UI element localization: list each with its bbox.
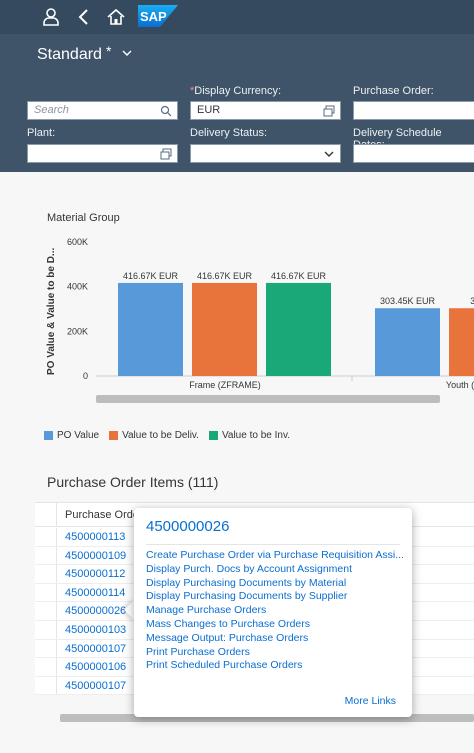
y-tick-label: 400K xyxy=(67,282,88,292)
bar-data-label: 416.67K EUR xyxy=(271,271,327,281)
y-axis-label: PO Value & Value to be D... xyxy=(46,248,57,375)
popover-link[interactable]: Mass Changes to Purchase Orders xyxy=(146,617,310,630)
popover-link[interactable]: Print Scheduled Purchase Orders xyxy=(146,659,303,672)
quick-view-popover: 4500000026 Create Purchase Order via Pur… xyxy=(134,508,412,717)
legend-label: Value to be Inv. xyxy=(221,430,290,441)
more-links-button[interactable]: More Links xyxy=(344,695,396,707)
purchase-order-link[interactable]: 4500000107 xyxy=(65,679,127,692)
home-icon[interactable] xyxy=(105,6,127,28)
plant-field[interactable] xyxy=(27,144,178,163)
value-help-icon[interactable] xyxy=(323,105,335,117)
row-select-cell[interactable] xyxy=(35,658,57,676)
delivery-status-select[interactable] xyxy=(190,144,341,163)
popover-link[interactable]: Display Purchasing Documents by Supplier xyxy=(146,590,348,603)
legend-label: Value to be Deliv. xyxy=(122,430,199,441)
y-tick-label: 600K xyxy=(67,237,88,247)
display-currency-label: *Display Currency: xyxy=(190,85,282,97)
legend-item[interactable]: Value to be Inv. xyxy=(208,430,290,441)
delivery-status-label: Delivery Status: xyxy=(190,127,268,139)
row-select-cell[interactable] xyxy=(35,565,57,583)
purchase-order-link[interactable]: 4500000026 xyxy=(65,605,127,618)
popover-title[interactable]: 4500000026 xyxy=(146,518,230,535)
variant-selector[interactable]: Standard * xyxy=(37,43,133,64)
shell-bar: SAP xyxy=(0,0,474,34)
popover-link[interactable]: Display Purch. Docs by Account Assignmen… xyxy=(146,562,353,575)
purchase-order-link[interactable]: 4500000112 xyxy=(65,568,126,581)
sap-logo-text: SAP xyxy=(140,9,167,24)
y-tick-label: 0 xyxy=(83,371,88,381)
row-select-cell[interactable] xyxy=(35,602,57,620)
chart-scrollbar[interactable] xyxy=(96,395,440,403)
legend-swatch xyxy=(208,431,218,440)
chart-bar xyxy=(192,282,257,376)
bar-data-label: 303.45K EUR xyxy=(380,296,436,306)
purchase-order-field[interactable] xyxy=(353,101,474,120)
chart-title: Material Group xyxy=(47,212,120,224)
delivery-schedule-dates-field[interactable] xyxy=(353,144,474,163)
legend-label: PO Value xyxy=(57,430,100,441)
popover-link[interactable]: Manage Purchase Orders xyxy=(146,604,267,617)
chart-bar xyxy=(375,308,440,376)
popover-link[interactable]: Display Purchasing Documents by Material xyxy=(146,576,347,589)
legend-swatch xyxy=(109,431,119,440)
value-help-icon[interactable] xyxy=(160,148,172,160)
purchase-order-link[interactable]: 4500000114 xyxy=(65,586,126,599)
popover-divider xyxy=(146,544,400,545)
plant-label: Plant: xyxy=(27,127,56,139)
chevron-down-icon[interactable] xyxy=(121,47,133,59)
y-tick-label: 200K xyxy=(67,326,88,336)
purchase-order-link[interactable]: 4500000103 xyxy=(65,624,127,636)
search-icon[interactable] xyxy=(160,105,172,117)
popover-link[interactable]: Message Output: Purchase Orders xyxy=(146,631,309,644)
display-currency-field[interactable]: EUR xyxy=(190,101,341,120)
popover-link[interactable]: Create Purchase Order via Purchase Requi… xyxy=(146,549,404,561)
column-header-purchase-order[interactable]: Purchase Order xyxy=(65,509,143,521)
table-title: Purchase Order Items (111) xyxy=(47,474,219,490)
bar-data-label: 303.4 xyxy=(470,296,474,306)
x-category-label: Frame (ZFRAME) xyxy=(189,380,261,390)
sap-logo[interactable]: SAP xyxy=(138,5,178,27)
chart-bar xyxy=(118,282,183,376)
chart-legend: PO Value Value to be Deliv. Value to be In… xyxy=(44,430,290,441)
variant-modified-marker: * xyxy=(105,43,112,59)
row-select-cell[interactable] xyxy=(35,583,57,602)
chevron-down-icon[interactable] xyxy=(323,148,335,160)
user-icon[interactable] xyxy=(40,6,62,28)
row-select-cell[interactable] xyxy=(35,546,57,565)
row-select-cell[interactable] xyxy=(35,621,57,639)
legend-item[interactable]: Value to be Deliv. xyxy=(109,430,199,441)
purchase-order-link[interactable]: 4500000113 xyxy=(65,531,126,543)
x-category-label: Youth ( xyxy=(446,380,474,390)
back-icon[interactable] xyxy=(73,6,95,28)
purchase-order-link[interactable]: 4500000106 xyxy=(65,661,127,674)
chart-bar xyxy=(449,308,474,376)
material-group-chart: PO Value & Value to be D... 600K 400K 200K 0… xyxy=(46,237,474,390)
chart-bar xyxy=(266,282,331,376)
popover-links: Create Purchase Order via Purchase Requi… xyxy=(146,549,404,673)
purchase-order-link[interactable]: 4500000109 xyxy=(65,549,127,562)
search-input[interactable]: Search xyxy=(27,101,178,120)
legend-item[interactable]: PO Value xyxy=(44,430,99,441)
row-select-cell[interactable] xyxy=(35,676,57,695)
variant-name: Standard xyxy=(37,46,102,63)
purchase-order-link[interactable]: 4500000107 xyxy=(65,642,127,655)
filter-bar: Standard * *Display Currency: Purchase O… xyxy=(0,34,474,172)
row-select-cell[interactable] xyxy=(35,528,57,546)
bar-data-label: 416.67K EUR xyxy=(123,271,179,281)
table-scrollbar[interactable] xyxy=(60,714,474,722)
purchase-order-label: Purchase Order: xyxy=(353,85,434,97)
select-all-cell[interactable] xyxy=(35,503,57,527)
popover-link[interactable]: Print Purchase Orders xyxy=(146,645,250,658)
legend-swatch xyxy=(44,431,53,440)
bar-data-label: 416.67K EUR xyxy=(197,271,253,281)
row-select-cell[interactable] xyxy=(35,639,57,658)
